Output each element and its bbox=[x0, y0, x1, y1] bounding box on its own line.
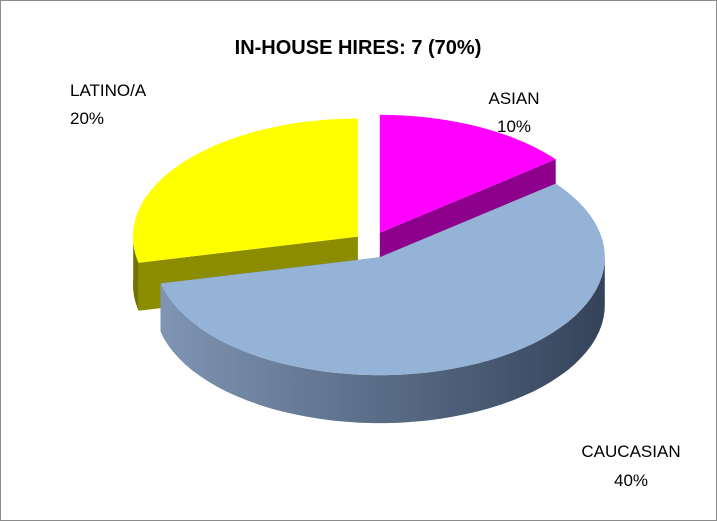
slice-side bbox=[133, 231, 139, 311]
slice-label: ASIAN bbox=[488, 89, 539, 108]
slice-value-label: 20% bbox=[70, 109, 104, 128]
slice-side bbox=[160, 255, 605, 424]
slice bbox=[379, 114, 556, 233]
slice bbox=[160, 183, 605, 376]
slice-value-label: 10% bbox=[497, 117, 531, 136]
slice bbox=[133, 118, 358, 263]
chart-title: IN-HOUSE HIRES: 7 (70%) bbox=[235, 37, 482, 59]
pie bbox=[133, 114, 605, 424]
slice-label: LATINO/A bbox=[70, 81, 147, 100]
slice-value-label: 40% bbox=[614, 471, 648, 490]
slice-label: CAUCASIAN bbox=[581, 442, 680, 461]
